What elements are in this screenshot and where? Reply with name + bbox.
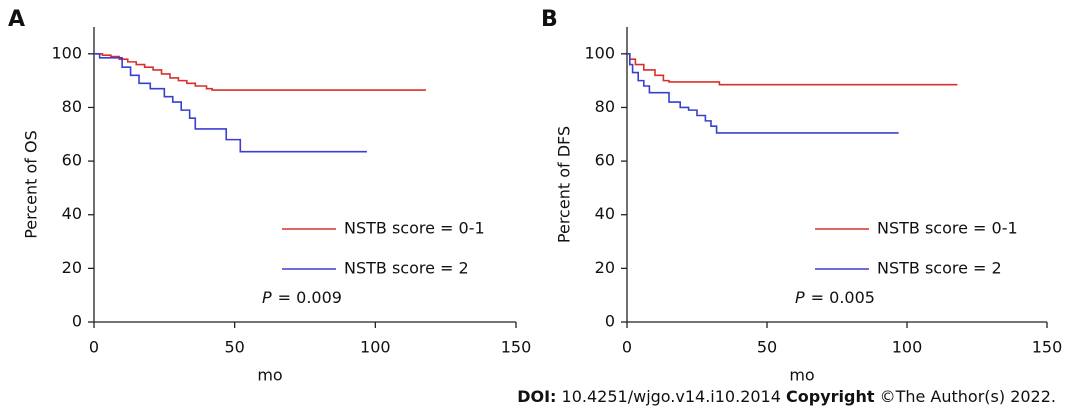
y-tick-label: 80 bbox=[595, 97, 615, 116]
y-tick-label: 100 bbox=[51, 43, 82, 62]
x-tick-label: 0 bbox=[89, 338, 99, 357]
y-tick-label: 40 bbox=[595, 204, 615, 223]
y-tick-label: 0 bbox=[605, 312, 615, 331]
x-axis-label: mo bbox=[257, 366, 282, 385]
y-axis-label: Percent of DFS bbox=[555, 126, 574, 243]
y-tick-label: 20 bbox=[595, 258, 615, 277]
p-value: P = 0.005 bbox=[795, 288, 875, 307]
survival-curve bbox=[94, 53, 426, 91]
p-symbol: P bbox=[262, 288, 272, 307]
p-text: = 0.005 bbox=[811, 288, 875, 307]
survival-curve bbox=[627, 53, 899, 134]
doi-label: DOI: bbox=[517, 387, 556, 406]
x-axis-label: mo bbox=[789, 366, 814, 385]
y-tick-label: 20 bbox=[62, 258, 82, 277]
x-tick-label: 50 bbox=[224, 338, 244, 357]
legend-label: NSTB score = 2 bbox=[877, 259, 1002, 278]
x-tick-label: 150 bbox=[501, 338, 532, 357]
copyright-label: Copyright bbox=[786, 387, 875, 406]
legend-label: NSTB score = 2 bbox=[344, 259, 469, 278]
y-tick-label: 60 bbox=[595, 151, 615, 170]
y-axis-label: Percent of OS bbox=[22, 130, 41, 239]
p-symbol: P bbox=[795, 288, 805, 307]
legend-label: NSTB score = 0-1 bbox=[344, 219, 485, 238]
doi: 10.4251/wjgo.v14.i10.2014 bbox=[562, 387, 781, 406]
axes bbox=[93, 27, 516, 323]
y-tick-label: 40 bbox=[62, 204, 82, 223]
y-tick-label: 80 bbox=[62, 97, 82, 116]
legend-label: NSTB score = 0-1 bbox=[877, 219, 1018, 238]
panel-label: A bbox=[8, 7, 25, 32]
y-tick-label: 100 bbox=[584, 43, 615, 62]
x-tick-label: 100 bbox=[360, 338, 391, 357]
y-tick-label: 60 bbox=[62, 151, 82, 170]
footer: DOI: 10.4251/wjgo.v14.i10.2014 Copyright… bbox=[517, 387, 1056, 406]
survival-curve bbox=[94, 53, 367, 153]
x-tick-label: 100 bbox=[892, 338, 923, 357]
x-tick-label: 0 bbox=[622, 338, 632, 357]
panel-label: B bbox=[541, 7, 558, 32]
x-tick-label: 150 bbox=[1032, 338, 1063, 357]
x-tick-label: 50 bbox=[757, 338, 777, 357]
survival-curve bbox=[627, 53, 958, 86]
axes bbox=[626, 27, 1047, 323]
y-tick-label: 0 bbox=[72, 312, 82, 331]
p-value: P = 0.009 bbox=[262, 288, 342, 307]
copyright: ©The Author(s) 2022. bbox=[880, 387, 1056, 406]
p-text: = 0.009 bbox=[278, 288, 342, 307]
